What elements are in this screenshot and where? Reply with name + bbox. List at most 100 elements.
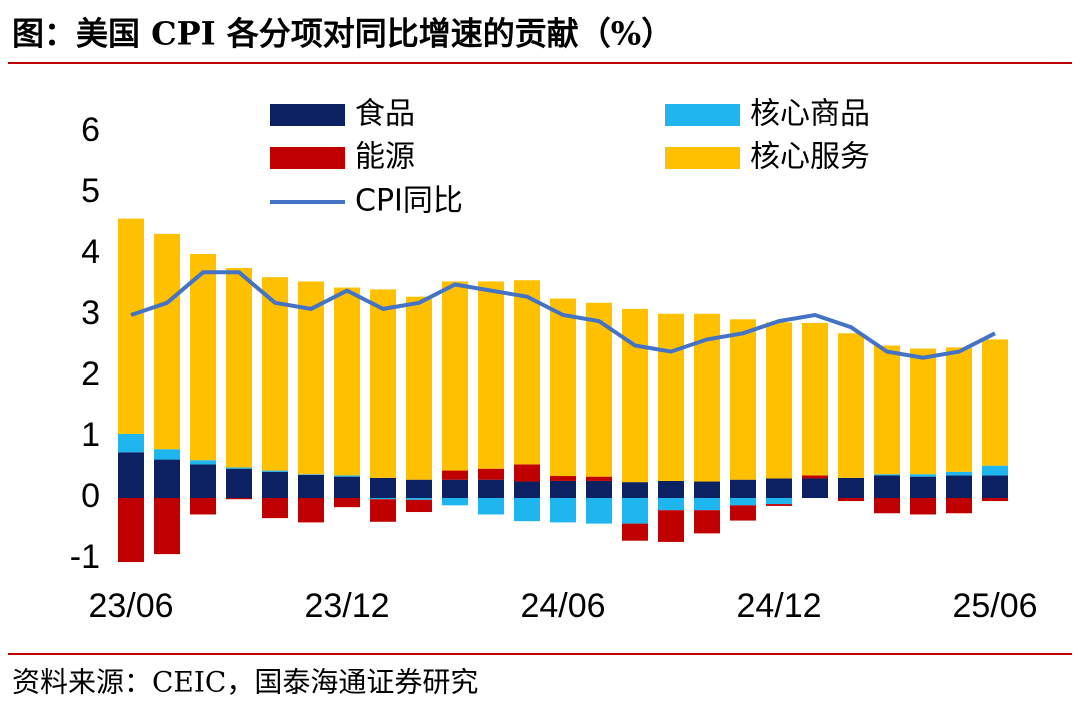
bar xyxy=(370,499,396,522)
bar xyxy=(730,498,756,506)
bar xyxy=(694,498,720,511)
bar xyxy=(442,281,468,471)
legend-label: 核心商品 xyxy=(750,97,870,132)
bar xyxy=(370,498,396,500)
bar xyxy=(442,479,468,498)
cpi-line xyxy=(130,270,996,360)
bar xyxy=(370,477,396,498)
bar xyxy=(118,218,144,434)
bar xyxy=(154,449,180,460)
bar xyxy=(370,289,396,478)
bar xyxy=(514,280,540,465)
bar xyxy=(406,498,432,500)
legend-swatch xyxy=(665,147,740,169)
bar xyxy=(514,498,540,522)
bar xyxy=(766,478,792,498)
bar xyxy=(334,475,360,477)
y-tick-label: -1 xyxy=(70,538,100,576)
legend-swatch xyxy=(270,147,345,169)
bar xyxy=(226,467,252,469)
bar xyxy=(190,460,216,465)
bar xyxy=(190,254,216,461)
y-tick-label: 1 xyxy=(81,416,100,454)
bar xyxy=(298,474,324,498)
bar xyxy=(622,523,648,541)
bar xyxy=(946,475,972,498)
bar xyxy=(550,498,576,523)
bar xyxy=(982,498,1008,502)
bar xyxy=(406,296,432,480)
y-tick-label: 4 xyxy=(81,233,100,271)
bar xyxy=(406,479,432,498)
bar xyxy=(874,498,900,514)
bar xyxy=(730,319,756,480)
bar xyxy=(658,313,684,481)
x-tick-label: 23/06 xyxy=(88,587,173,625)
y-tick-label: 6 xyxy=(81,111,100,149)
bar xyxy=(946,347,972,472)
bar xyxy=(838,498,864,502)
bar xyxy=(910,498,936,515)
bar xyxy=(478,479,504,498)
bar xyxy=(298,474,324,475)
x-tick-label: 25/06 xyxy=(952,587,1037,625)
legend-label: 核心服务 xyxy=(750,140,870,175)
legend-label: 能源 xyxy=(355,140,415,175)
bar xyxy=(694,481,720,498)
bar xyxy=(874,474,900,476)
bar xyxy=(586,476,612,481)
bar xyxy=(298,498,324,523)
bar xyxy=(838,333,864,478)
bar xyxy=(622,308,648,483)
bar xyxy=(730,479,756,498)
bar xyxy=(226,268,252,468)
bar xyxy=(262,470,288,472)
bar xyxy=(586,302,612,477)
bar xyxy=(802,478,828,498)
bar xyxy=(874,345,900,475)
bar xyxy=(730,505,756,521)
bar xyxy=(514,481,540,498)
bar xyxy=(766,322,792,479)
y-tick-label: 0 xyxy=(81,477,100,515)
x-tick-label: 24/12 xyxy=(736,587,821,625)
bar xyxy=(442,470,468,480)
bar xyxy=(694,510,720,534)
bar xyxy=(838,477,864,498)
bar xyxy=(262,498,288,519)
legend-label: CPI同比 xyxy=(355,184,463,219)
bar xyxy=(874,475,900,498)
bar xyxy=(262,277,288,471)
bar xyxy=(190,498,216,515)
source: 资料来源：CEIC，国泰海通证券研究 xyxy=(12,666,478,699)
bar xyxy=(622,482,648,498)
bar xyxy=(982,339,1008,466)
bar xyxy=(910,474,936,477)
bar xyxy=(226,468,252,498)
bar xyxy=(118,433,144,453)
bar xyxy=(910,348,936,475)
bar xyxy=(550,480,576,498)
bar xyxy=(118,452,144,498)
y-tick-label: 3 xyxy=(81,294,100,332)
legend-swatch xyxy=(665,104,740,126)
bar xyxy=(334,498,360,508)
y-tick-label: 5 xyxy=(81,172,100,210)
bar xyxy=(334,287,360,476)
bar xyxy=(658,480,684,498)
bar xyxy=(550,476,576,481)
bar xyxy=(406,499,432,513)
bar xyxy=(118,498,144,563)
bar xyxy=(226,498,252,500)
bar xyxy=(910,476,936,498)
bar xyxy=(946,471,972,476)
bar xyxy=(334,476,360,498)
chart-title: 图：美国 CPI 各分项对同比增速的贡献（%） xyxy=(12,15,673,53)
bar xyxy=(478,281,504,469)
bar xyxy=(550,298,576,477)
bar xyxy=(802,475,828,479)
y-tick-label: 2 xyxy=(81,355,100,393)
bar xyxy=(982,475,1008,498)
bar xyxy=(946,498,972,514)
